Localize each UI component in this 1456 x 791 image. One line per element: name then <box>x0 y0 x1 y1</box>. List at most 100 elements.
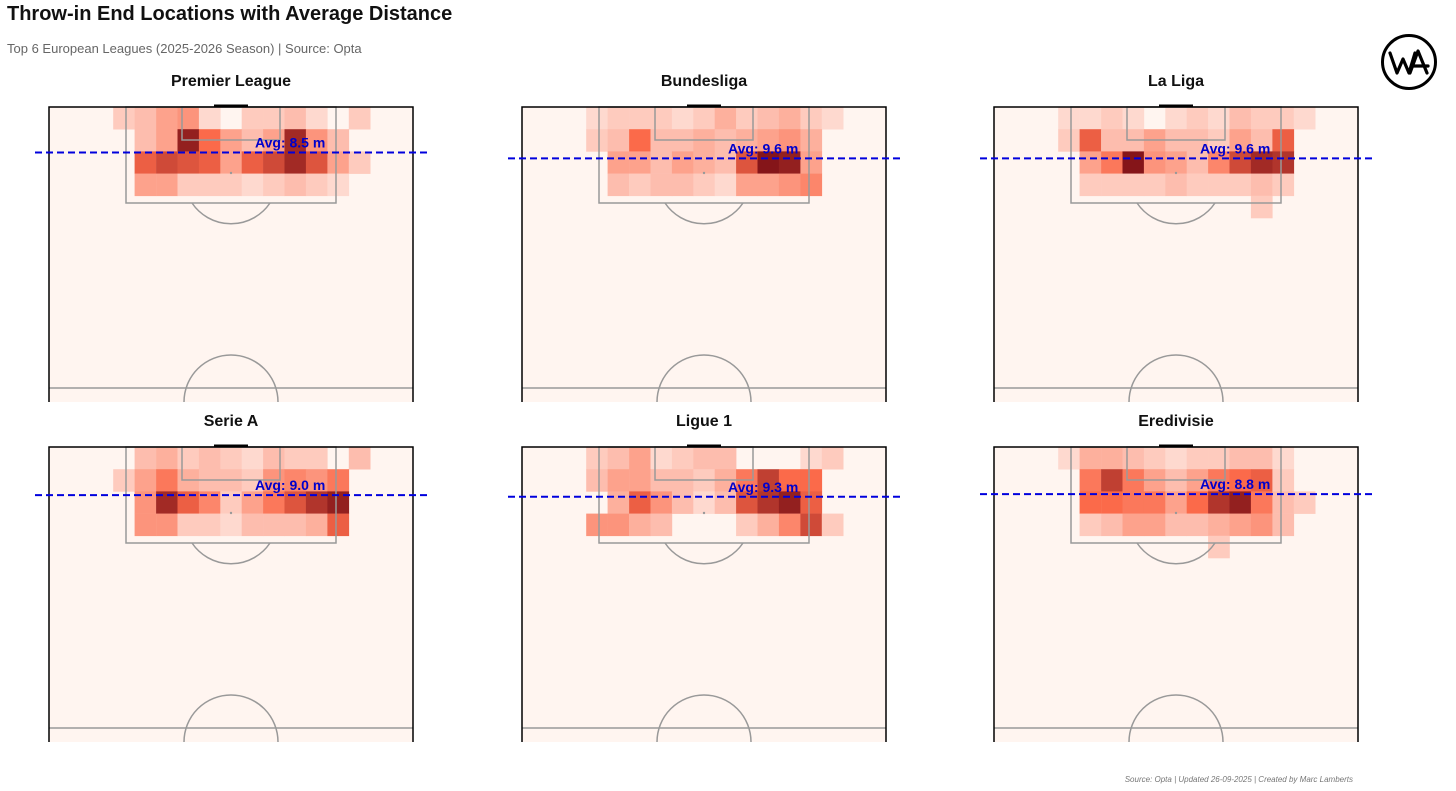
heat-cell <box>1272 513 1295 537</box>
heat-cell <box>1165 173 1187 197</box>
heat-cell <box>1208 535 1230 559</box>
heat-cell <box>156 469 178 492</box>
heat-cell <box>284 129 307 152</box>
heat-cell <box>671 447 694 470</box>
heat-cell <box>800 107 823 130</box>
heat-cell <box>629 129 651 152</box>
heat-cell <box>284 491 307 514</box>
heat-cell <box>607 447 630 470</box>
heat-cell <box>305 151 328 174</box>
heat-cell <box>1101 447 1123 470</box>
chart-title: Throw-in End Locations with Average Dist… <box>7 3 453 25</box>
pitch-premier-league: Avg: 8.5 m <box>35 104 427 403</box>
heat-cell <box>1101 469 1123 492</box>
heat-cell <box>1229 513 1252 537</box>
heat-cell <box>1079 469 1102 492</box>
heat-cell <box>241 173 264 197</box>
heat-cell <box>1208 513 1230 537</box>
heat-cell <box>629 447 651 470</box>
heat-cell <box>220 513 242 537</box>
heat-cell <box>1250 513 1273 537</box>
heat-cell <box>263 173 285 197</box>
heat-cell <box>1272 469 1295 492</box>
pitch-border <box>993 106 1359 402</box>
heat-cell <box>607 173 630 197</box>
heat-cell <box>693 173 715 197</box>
panel-title-bundesliga: Bundesliga <box>660 73 748 90</box>
heat-cell <box>736 107 758 130</box>
heat-cell <box>1122 173 1145 197</box>
heat-cell <box>714 151 737 174</box>
heat-cell <box>156 151 178 174</box>
heat-cell <box>327 129 350 152</box>
penalty-arc <box>664 202 744 225</box>
heat-cell <box>1250 491 1273 514</box>
heat-cell <box>134 129 157 152</box>
avg-distance-label: Avg: 8.8 m <box>1200 476 1270 492</box>
heat-cell <box>177 107 200 130</box>
heat-cell <box>220 447 242 470</box>
penalty-spot <box>1174 171 1178 175</box>
avg-distance-label: Avg: 9.6 m <box>728 140 798 156</box>
heat-cell <box>220 173 242 197</box>
pitch-bundesliga: Avg: 9.6 m <box>508 104 900 403</box>
heat-cell <box>284 107 307 130</box>
heat-cell <box>650 151 673 174</box>
heat-cell <box>177 173 200 197</box>
heat-cell <box>1165 107 1187 130</box>
heat-cell <box>1250 151 1273 174</box>
heat-cell <box>241 447 264 470</box>
heat-cell <box>177 151 200 174</box>
heat-cell <box>586 107 608 130</box>
avg-distance-label: Avg: 9.0 m <box>255 477 325 493</box>
heat-cell <box>1122 491 1145 514</box>
heat-cell <box>1272 151 1295 174</box>
heat-cell <box>156 129 178 152</box>
heat-cell <box>1058 129 1080 152</box>
heat-cell <box>586 447 608 470</box>
centre-circle <box>183 354 279 403</box>
heat-cell <box>1143 491 1166 514</box>
heat-cell <box>1122 513 1145 537</box>
heat-cell <box>134 173 157 197</box>
heat-cell <box>1229 151 1252 174</box>
heat-cell <box>1250 469 1273 492</box>
heat-cell <box>757 129 780 152</box>
heat-cell <box>1272 491 1295 514</box>
heat-cell <box>1122 151 1145 174</box>
heat-cell <box>714 107 737 130</box>
heat-cell <box>348 151 371 174</box>
avg-distance-label: Avg: 9.3 m <box>728 479 798 495</box>
heat-cell <box>284 151 307 174</box>
heat-cell <box>607 491 630 514</box>
pitch-border <box>993 446 1359 742</box>
heat-cell <box>284 173 307 197</box>
heat-cell <box>198 151 221 174</box>
pitch-eredivisie: Avg: 8.8 m <box>980 444 1372 743</box>
avg-distance-label: Avg: 9.6 m <box>1200 140 1270 156</box>
heat-cell <box>327 491 350 514</box>
heat-cell <box>778 469 801 492</box>
heat-cell <box>134 491 157 514</box>
heat-cell <box>134 469 157 492</box>
heat-cell <box>284 469 307 492</box>
heat-cell <box>800 151 823 174</box>
heat-cell <box>156 491 178 514</box>
pitch-serie-a: Avg: 9.0 m <box>35 444 427 743</box>
penalty-spot <box>702 511 706 515</box>
heat-cell <box>693 447 715 470</box>
heat-cell <box>177 513 200 537</box>
heat-cell <box>778 173 801 197</box>
pitch-markings <box>994 106 1358 403</box>
heat-cell <box>736 173 758 197</box>
heat-cell <box>1186 447 1209 470</box>
heat-cell <box>1229 469 1252 492</box>
penalty-spot <box>229 171 233 175</box>
heat-cell <box>693 151 715 174</box>
heat-cell <box>1272 447 1295 470</box>
heat-cell <box>1143 151 1166 174</box>
heat-cell <box>305 129 328 152</box>
heat-cell <box>1143 513 1166 537</box>
heat-cell <box>1165 491 1187 514</box>
heat-cell <box>1229 447 1252 470</box>
